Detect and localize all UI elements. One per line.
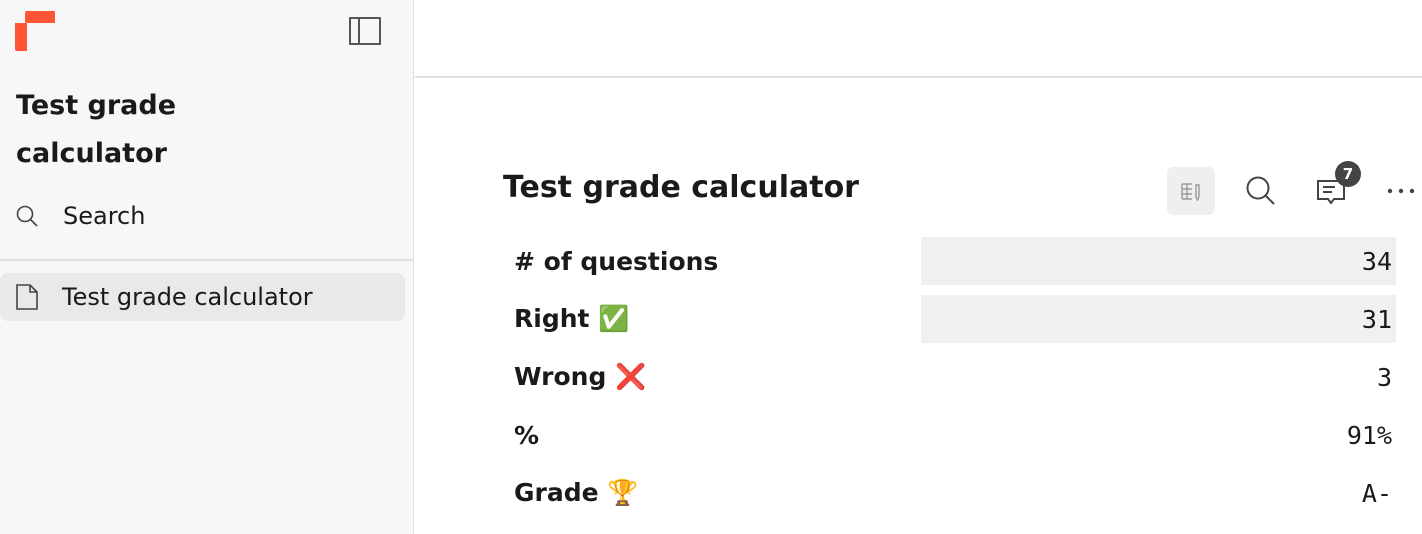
search-label: Search xyxy=(63,202,146,230)
more-options-button[interactable] xyxy=(1377,167,1422,215)
doc-title: Test grade calculator xyxy=(16,90,177,169)
table-row: Wrong ❌ 3 xyxy=(503,353,1396,401)
row-label: Grade 🏆 xyxy=(514,478,639,507)
value-output: 91% xyxy=(1346,420,1392,450)
sidebar: Test grade calculator Search Test grade … xyxy=(0,0,414,534)
search-doc-button[interactable] xyxy=(1237,167,1285,215)
table-row: % 91% xyxy=(503,411,1396,459)
table-row: Right ✅ 31 xyxy=(503,295,1396,343)
more-icon xyxy=(1387,188,1415,194)
row-label: Right ✅ xyxy=(514,304,630,333)
app-logo[interactable] xyxy=(15,11,55,51)
comments-button[interactable]: 7 xyxy=(1307,161,1361,215)
row-label: % xyxy=(514,420,540,450)
table-pencil-icon xyxy=(1181,183,1200,201)
search-icon xyxy=(1246,176,1275,205)
page-title: Test grade calculator xyxy=(503,170,859,205)
sidebar-item-label: Test grade calculator xyxy=(62,283,313,311)
value-input[interactable]: 34 xyxy=(921,237,1396,285)
table-row: Grade 🏆 A- xyxy=(503,469,1396,517)
row-label: Wrong ❌ xyxy=(514,362,647,391)
document-icon xyxy=(16,284,38,310)
table-row: # of questions 34 xyxy=(503,237,1396,285)
sidebar-item-test-grade-calculator[interactable]: Test grade calculator xyxy=(0,273,405,321)
value-output: A- xyxy=(1361,478,1392,508)
toolbar: 7 xyxy=(1167,161,1422,215)
divider xyxy=(0,259,414,261)
value-input[interactable]: 31 xyxy=(921,295,1396,343)
value-output: 3 xyxy=(1376,362,1392,392)
table-edit-button[interactable] xyxy=(1167,167,1215,215)
comments-count-badge: 7 xyxy=(1335,161,1361,187)
search-icon xyxy=(16,205,38,227)
search-button[interactable]: Search xyxy=(16,202,145,230)
top-bar xyxy=(415,0,1422,78)
row-label: # of questions xyxy=(514,246,719,276)
sidebar-toggle-icon[interactable] xyxy=(349,17,381,45)
